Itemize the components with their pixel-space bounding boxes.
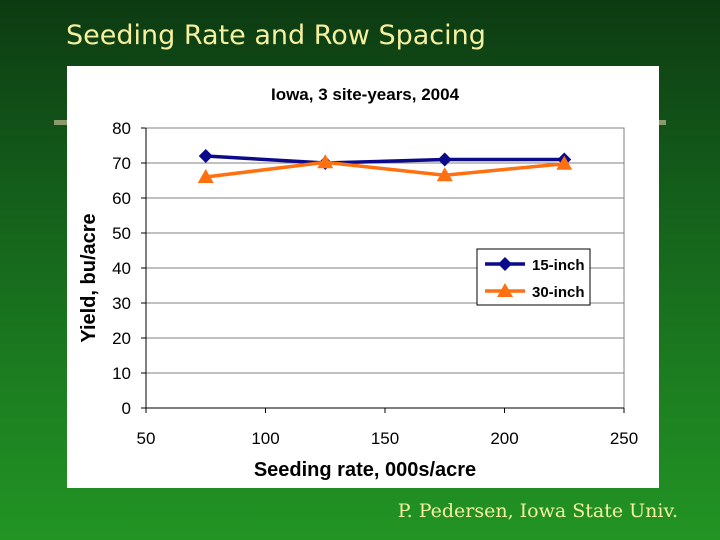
slide-footer: P. Pedersen, Iowa State Univ. <box>397 500 678 522</box>
data-point-30-inch <box>556 155 573 170</box>
legend-label: 30-inch <box>532 284 585 301</box>
data-point-15-inch <box>437 152 452 167</box>
legend-marker <box>497 283 513 297</box>
y-tick-label: 30 <box>112 294 131 313</box>
data-point-30-inch <box>197 169 214 183</box>
y-tick-label: 10 <box>112 364 131 383</box>
line-chart: Iowa, 3 site-years, 2004 0 10 20 30 40 50 60 70 8… <box>78 85 638 481</box>
chart-panel: Iowa, 3 site-years, 2004 0 10 20 30 40 50 60 70 8… <box>67 66 659 488</box>
y-tick-label: 20 <box>112 329 131 348</box>
y-tick-label: 70 <box>112 154 131 173</box>
slide-title: Seeding Rate and Row Spacing <box>66 20 486 51</box>
x-tick-label: 250 <box>610 429 638 448</box>
data-point-30-inch <box>436 167 453 182</box>
y-tick-label: 80 <box>112 119 131 138</box>
data-point-30-inch <box>317 154 334 169</box>
x-tick-label: 100 <box>251 429 279 448</box>
x-axis-label: Seeding rate, 000s/acre <box>254 459 476 481</box>
y-tick-label: 60 <box>112 189 131 208</box>
series-line-15-inch <box>205 154 565 165</box>
legend-box <box>476 248 591 306</box>
y-tick-label: 40 <box>112 259 131 278</box>
y-tick-label: 0 <box>122 399 131 418</box>
data-point-15-inch <box>198 149 213 163</box>
x-tick-label: 200 <box>490 429 518 448</box>
x-tick-label: 150 <box>371 429 399 448</box>
series-line-30-inch <box>205 160 565 179</box>
legend-label: 15-inch <box>532 257 585 274</box>
x-tick-label: 50 <box>137 429 156 448</box>
legend-marker <box>498 257 512 271</box>
y-axis-label: Yield, bu/acre <box>78 213 100 342</box>
chart-title: Iowa, 3 site-years, 2004 <box>271 85 460 104</box>
y-tick-label: 50 <box>112 224 131 243</box>
